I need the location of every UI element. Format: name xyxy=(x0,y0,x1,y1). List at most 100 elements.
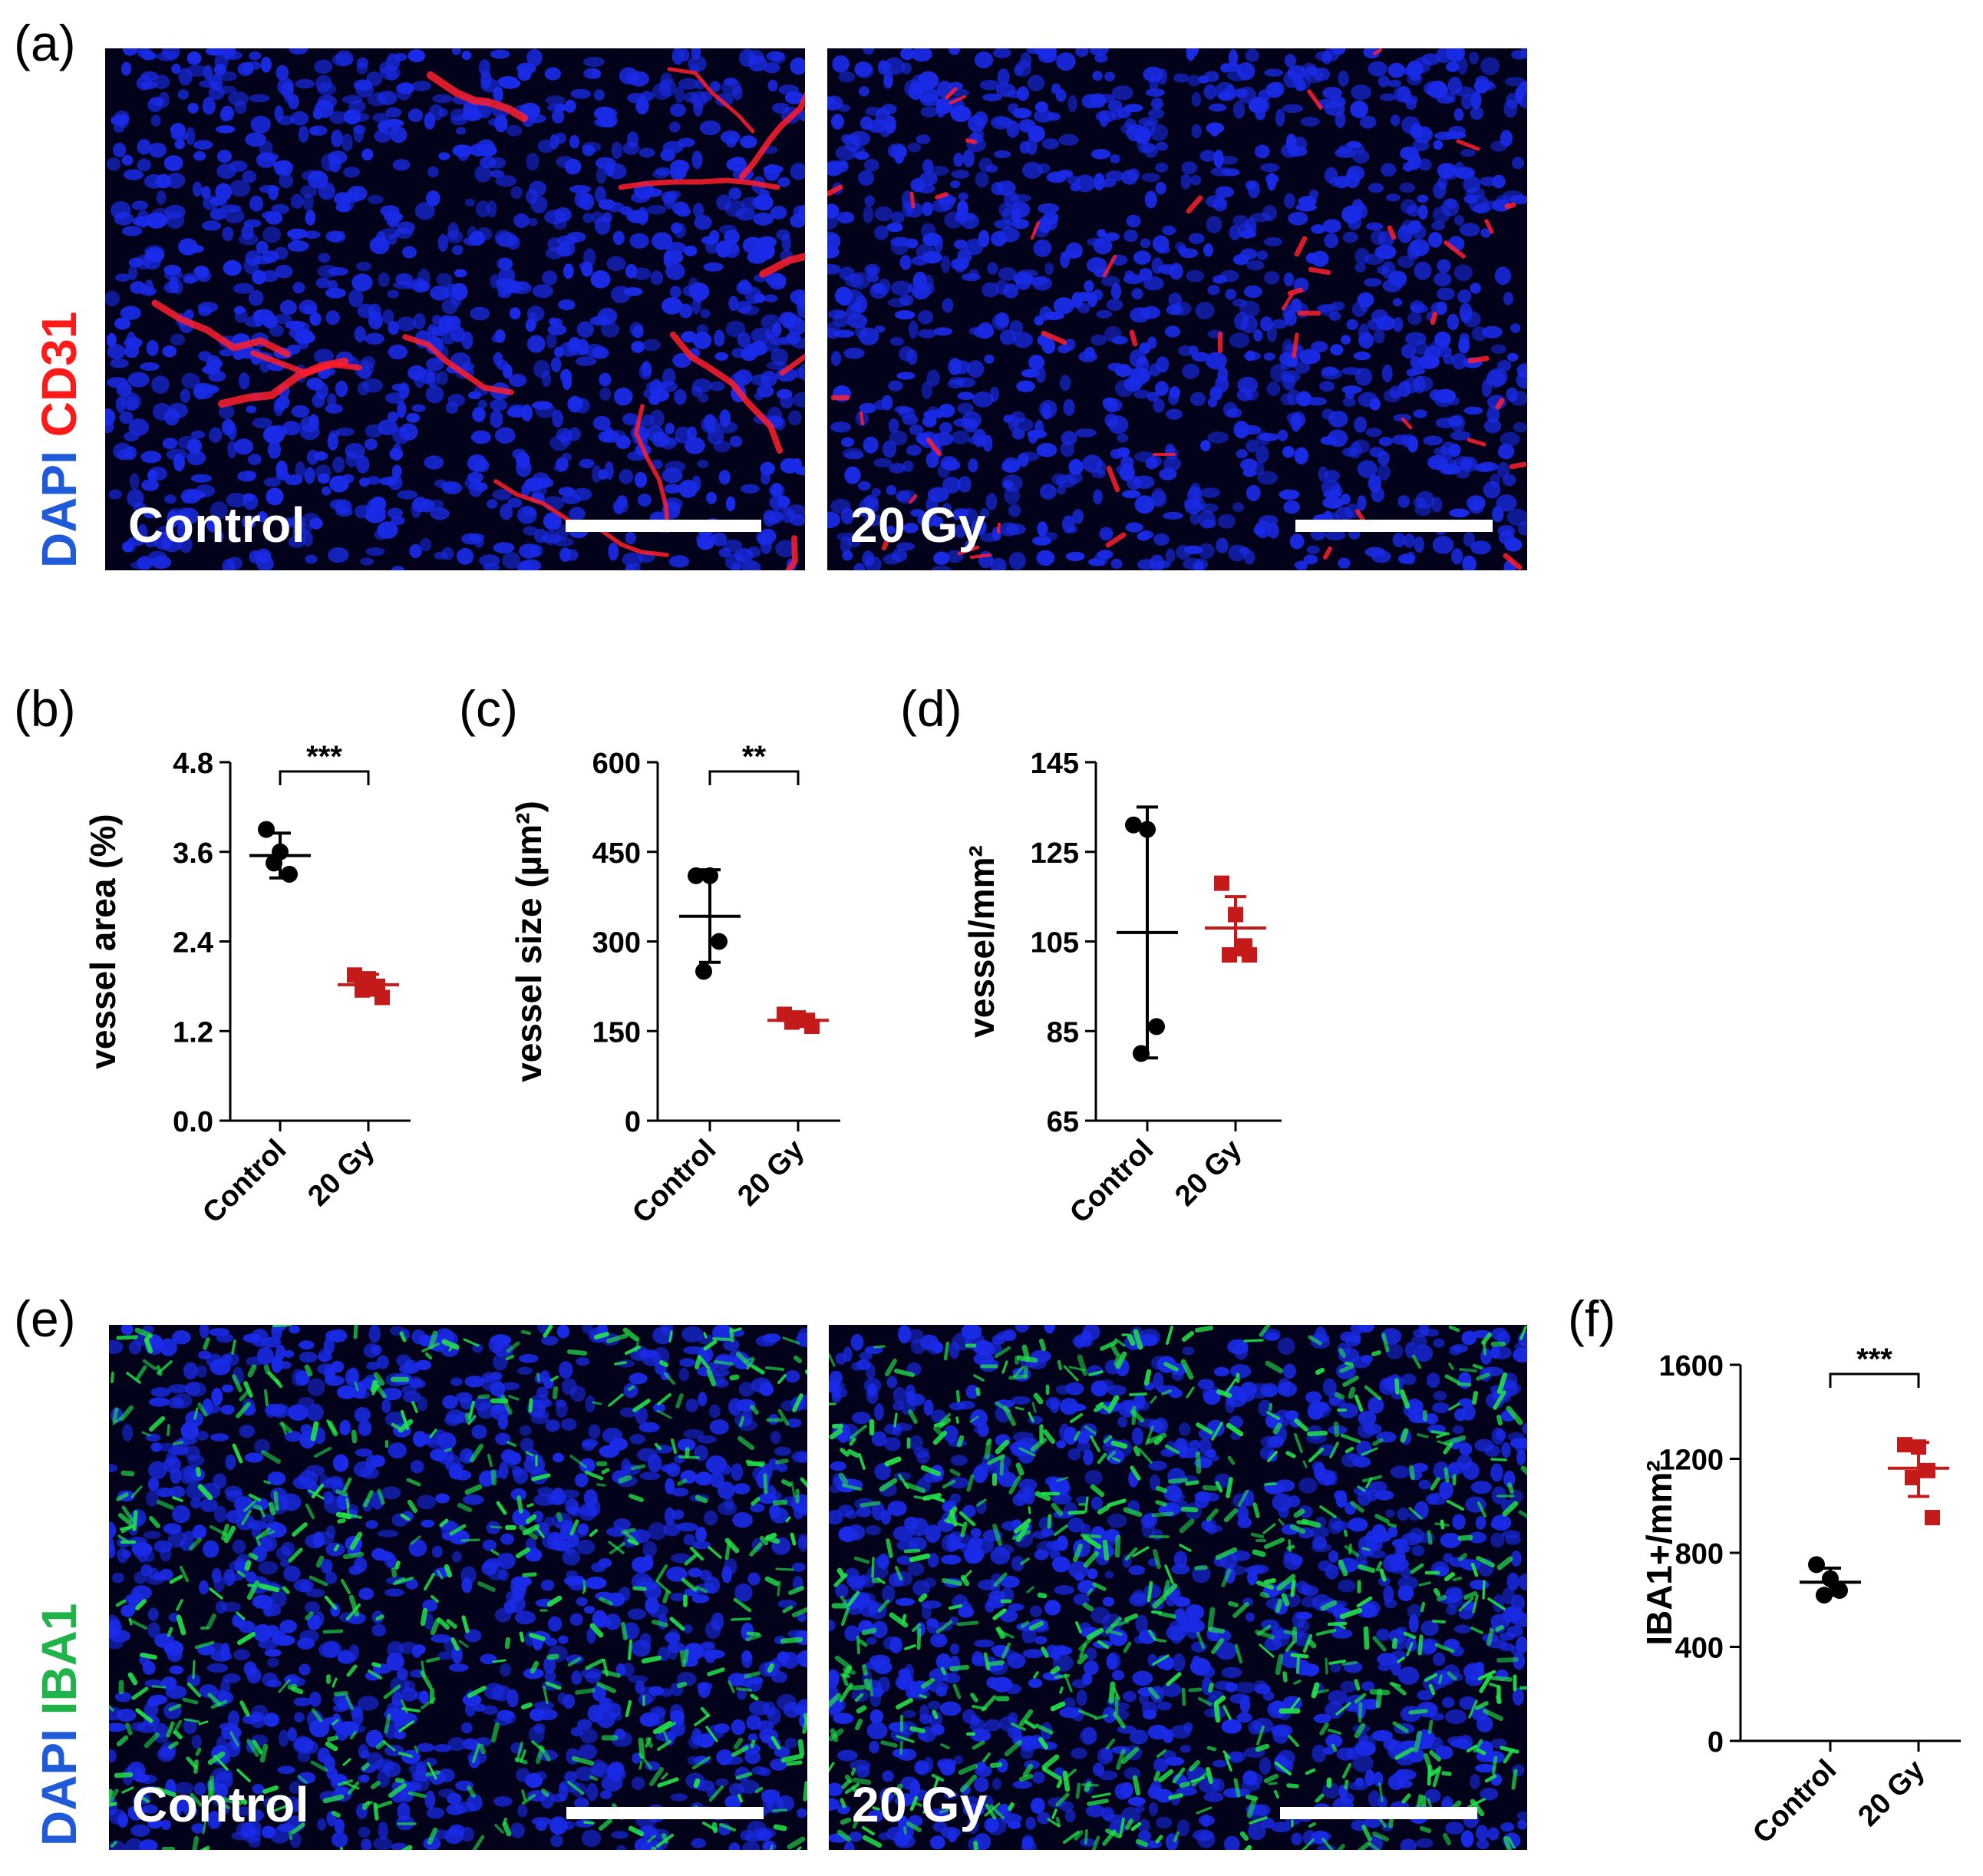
panel-label-b: (b) xyxy=(14,680,76,737)
marker-layer xyxy=(829,1325,1527,1850)
condition-label-control: Control xyxy=(132,1777,309,1832)
data-point xyxy=(784,1014,800,1030)
micrograph-control-iba1: Control xyxy=(109,1325,807,1850)
series-1 xyxy=(338,967,399,1006)
data-point xyxy=(281,865,298,883)
y-tick-label: 450 xyxy=(592,837,641,870)
y-axis-label: vessel/mm² xyxy=(962,845,1001,1038)
data-point xyxy=(711,933,728,950)
y-tick-label: 300 xyxy=(592,927,641,959)
y-tick-label: 0 xyxy=(1707,1726,1724,1759)
significance-bracket xyxy=(279,770,370,785)
chart-c: 0 150 300 450 600 Control 20 Gy vessel size (µm… xyxy=(509,740,840,1230)
data-point xyxy=(1822,1570,1839,1587)
data-point xyxy=(1808,1556,1825,1574)
y-tick-label: 400 xyxy=(1675,1633,1724,1665)
nuclei-layer xyxy=(105,48,805,570)
condition-label-control: Control xyxy=(128,497,305,553)
x-tick-label: 20 Gy xyxy=(1852,1754,1931,1833)
chart-b: 0.0 1.2 2.4 3.6 4.8 Control 20 Gy vessel area (… xyxy=(83,740,411,1230)
y-axis-label: vessel area (%) xyxy=(83,814,123,1068)
micrograph-texture xyxy=(109,1325,807,1850)
y-tick-label: 1.2 xyxy=(173,1016,213,1049)
data-point xyxy=(701,867,718,884)
scale-bar xyxy=(1295,520,1493,532)
micrograph-20gy-cd31: 20 Gy xyxy=(827,48,1527,570)
x-tick-label: 20 Gy xyxy=(731,1134,810,1213)
series-1 xyxy=(1205,875,1266,963)
y-tick-label: 3.6 xyxy=(173,837,213,870)
data-point xyxy=(688,867,704,884)
significance-stars: *** xyxy=(306,740,342,774)
x-tick-label: 20 Gy xyxy=(1169,1134,1248,1213)
data-point xyxy=(1228,907,1243,923)
data-point xyxy=(1905,1470,1920,1485)
y-tick-label: 65 xyxy=(1047,1106,1079,1138)
condition-label-20gy: 20 Gy xyxy=(852,1777,988,1832)
y-tick-label: 105 xyxy=(1031,927,1079,959)
y-axis-label: vessel size (µm²) xyxy=(509,801,549,1082)
data-point xyxy=(355,982,370,998)
nuclei-layer xyxy=(827,48,1527,570)
x-tick-label: Control xyxy=(626,1134,722,1230)
series-1 xyxy=(1888,1437,1949,1526)
micrograph-texture xyxy=(105,48,805,570)
panel-label-d: (d) xyxy=(900,680,962,737)
scale-bar xyxy=(1280,1807,1477,1819)
panel-label-a: (a) xyxy=(14,15,76,71)
panel-label-e: (e) xyxy=(14,1290,76,1347)
y-tick-label: 0.0 xyxy=(173,1106,213,1138)
data-point xyxy=(258,821,275,838)
series-0 xyxy=(249,821,311,883)
panel-label-f: (f) xyxy=(1568,1290,1616,1347)
x-tick-label: Control xyxy=(196,1134,292,1230)
chart-f: 0 400 800 1200 1600 Control 20 Gy IBA1+/mm² *** xyxy=(1639,1343,1961,1850)
data-point xyxy=(1925,1510,1940,1526)
y-tick-label: 1600 xyxy=(1658,1350,1724,1382)
data-point xyxy=(1133,1045,1150,1062)
y-tick-label: 85 xyxy=(1047,1016,1079,1049)
data-point xyxy=(1831,1582,1848,1599)
y-tick-label: 150 xyxy=(592,1016,641,1049)
marker-layer xyxy=(151,67,805,570)
data-point xyxy=(1125,816,1142,834)
y-tick-label: 0 xyxy=(625,1106,641,1138)
y-axis-label: IBA1+/mm² xyxy=(1639,1460,1679,1646)
significance-bracket xyxy=(708,770,800,785)
data-point xyxy=(374,989,390,1006)
series-0 xyxy=(1800,1556,1861,1604)
micrograph-control-cd31: Control xyxy=(105,48,805,570)
data-point xyxy=(1897,1437,1912,1453)
data-point xyxy=(1911,1439,1926,1455)
y-tick-label: 600 xyxy=(592,748,641,780)
data-point xyxy=(347,967,362,983)
data-point xyxy=(1222,947,1237,963)
nuclei-layer xyxy=(109,1325,807,1850)
significance-stars: *** xyxy=(1856,1343,1892,1376)
panel-label-c: (c) xyxy=(459,680,518,737)
data-point xyxy=(1148,1018,1165,1035)
y-tick-label: 800 xyxy=(1675,1538,1724,1570)
y-tick-label: 1200 xyxy=(1658,1445,1724,1477)
data-point xyxy=(1816,1587,1833,1604)
data-point xyxy=(1242,947,1257,963)
marker-layer xyxy=(827,48,1527,570)
y-tick-label: 2.4 xyxy=(173,927,213,959)
data-point xyxy=(266,854,282,872)
y-tick-label: 145 xyxy=(1031,748,1079,780)
x-tick-label: Control xyxy=(1064,1134,1160,1230)
data-point xyxy=(804,1019,820,1035)
data-point xyxy=(695,963,712,980)
y-tick-label: 4.8 xyxy=(173,748,213,780)
series-1 xyxy=(767,1006,829,1035)
series-0 xyxy=(1117,805,1178,1062)
series-0 xyxy=(679,867,741,980)
scale-bar xyxy=(566,520,761,532)
y-tick-label: 125 xyxy=(1031,837,1079,870)
x-tick-label: 20 Gy xyxy=(302,1134,381,1213)
x-tick-label: Control xyxy=(1747,1754,1843,1850)
data-point xyxy=(1139,821,1156,838)
data-point xyxy=(1214,875,1229,891)
significance-stars: ** xyxy=(742,740,767,774)
